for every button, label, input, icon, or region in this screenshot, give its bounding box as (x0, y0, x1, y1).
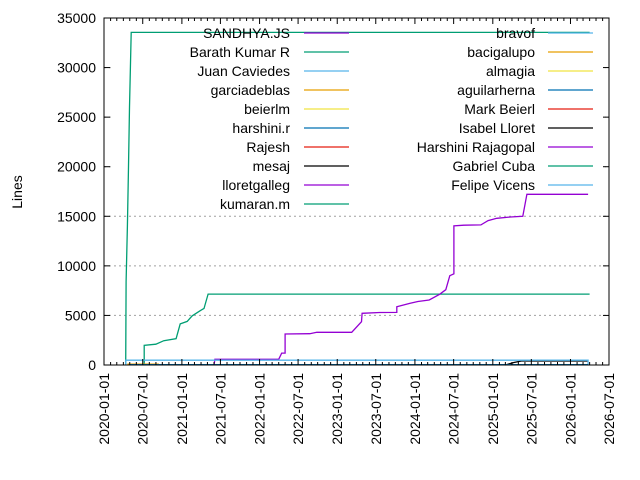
legend-label: aguilarherna (457, 82, 535, 98)
y-tick-label: 30000 (57, 60, 96, 76)
legend-label: bacigalupo (467, 44, 535, 60)
x-tick-label: 2021-01-01 (174, 373, 190, 445)
y-tick-label: 0 (88, 357, 96, 373)
legend-label: garciadeblas (211, 82, 290, 98)
x-tick-label: 2021-07-01 (212, 373, 228, 445)
legend-label: Felipe Vicens (451, 177, 535, 193)
y-tick-label: 15000 (57, 208, 96, 224)
x-tick-label: 2025-01-01 (485, 373, 501, 445)
series-line-1 (143, 293, 590, 365)
x-tick-label: 2020-07-01 (135, 373, 151, 445)
legend-label: Juan Caviedes (197, 63, 290, 79)
x-tick-label: 2024-07-01 (446, 373, 462, 445)
legend-label: Harshini Rajagopal (417, 139, 535, 155)
x-tick-label: 2022-01-01 (252, 373, 268, 445)
legend-label: bravof (496, 25, 535, 41)
y-axis-label: Lines (9, 175, 25, 208)
y-tick-label: 20000 (57, 159, 96, 175)
y-tick-label: 5000 (65, 307, 96, 323)
y-tick-label: 25000 (57, 109, 96, 125)
legend-label: Barath Kumar R (190, 44, 290, 60)
legend-label: harshini.r (232, 120, 290, 136)
legend-label: beierlm (244, 101, 290, 117)
legend-label: Rajesh (246, 139, 290, 155)
series-line-8 (213, 193, 589, 366)
x-tick-label: 2023-07-01 (368, 373, 384, 445)
legend-label: Gabriel Cuba (453, 158, 536, 174)
series-line-9 (125, 31, 590, 366)
x-tick-label: 2026-07-01 (601, 373, 617, 445)
legend-label: Isabel Lloret (459, 120, 535, 136)
legend-label: almagia (486, 63, 535, 79)
x-tick-label: 2023-01-01 (329, 373, 345, 445)
series-line-10 (125, 359, 589, 365)
legend-label: SANDHYA.JS (203, 25, 290, 41)
legend-label: lloretgalleg (222, 177, 290, 193)
y-tick-label: 10000 (57, 258, 96, 274)
x-tick-label: 2025-07-01 (523, 373, 539, 445)
series-line-7 (505, 360, 589, 366)
legend-label: Mark Beierl (464, 101, 535, 117)
legend-label: mesaj (253, 158, 290, 174)
legend-label: kumaran.m (220, 196, 290, 212)
x-tick-label: 2024-01-01 (407, 373, 423, 445)
x-tick-label: 2020-01-01 (96, 373, 112, 445)
legend-background (113, 19, 605, 211)
x-tick-label: 2022-07-01 (290, 373, 306, 445)
y-tick-label: 35000 (57, 10, 96, 26)
x-tick-label: 2026-01-01 (562, 373, 578, 445)
